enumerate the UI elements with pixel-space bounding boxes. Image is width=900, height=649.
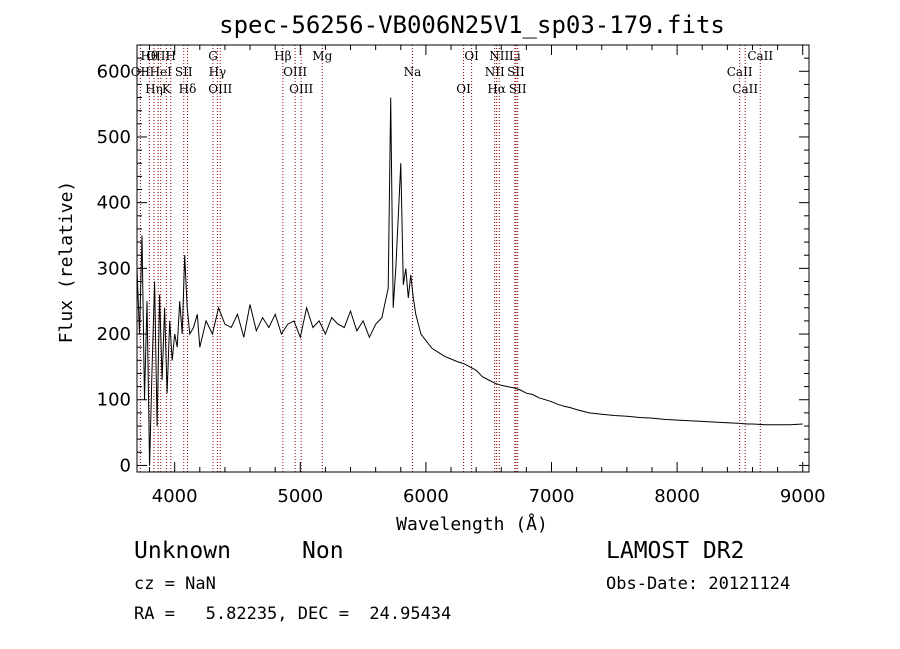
line-marker-label: OIII	[146, 49, 170, 63]
redshift-value: cz = NaN	[134, 574, 216, 594]
line-marker-label: OI	[464, 49, 479, 63]
x-tick-label: 6000	[403, 486, 449, 507]
y-tick-label: 600	[97, 61, 131, 82]
line-marker-label: Hβ	[274, 49, 291, 63]
x-tick-label: 4000	[152, 486, 198, 507]
x-tick-label: 8000	[654, 486, 700, 507]
emission-line-markers	[139, 45, 761, 472]
y-tick-label: 500	[97, 127, 131, 148]
line-marker-label: CaII	[732, 82, 758, 96]
line-marker-label: Hα	[487, 82, 506, 96]
y-tick-label: 100	[97, 390, 131, 411]
observation-date: Obs-Date: 20121124	[606, 574, 791, 594]
emission-line-labels: Hθ OII Hη OIII HeI K H SII Hδ G Hγ OIII Hβ OIII OIII Mg…	[131, 49, 774, 96]
y-tick-label: 400	[97, 193, 131, 214]
line-marker-label: Hθ	[140, 49, 158, 63]
x-tick-label: 9000	[780, 486, 826, 507]
y-tick-label: 200	[97, 324, 131, 345]
y-axis-label: Flux (relative)	[56, 181, 77, 344]
line-marker-label: G	[208, 49, 218, 63]
y-tick-label: 300	[97, 258, 131, 279]
line-marker-label: OIII	[289, 82, 313, 96]
spectrum-chart: spec-56256-VB006N25V1_sp03-179.fits HθOI…	[56, 11, 826, 535]
x-axis-ticks: 4000 5000 6000 7000 8000 9000	[149, 45, 826, 507]
line-marker-label: HeI	[150, 65, 173, 79]
sky-coordinates: RA = 5.82235, DEC = 24.95434	[134, 604, 452, 624]
plot-frame	[136, 44, 810, 473]
line-marker-label: SII	[507, 65, 525, 79]
line-marker-label: SII	[175, 65, 193, 79]
spectrum-line	[136, 97, 803, 466]
line-marker-label: Li	[509, 49, 521, 63]
line-marker-label: Hγ	[209, 65, 227, 79]
y-tick-label: 0	[120, 455, 131, 476]
line-marker-label: H	[166, 49, 176, 63]
line-marker-label: OI	[456, 82, 471, 96]
line-marker-label: CaII	[727, 65, 753, 79]
line-marker-label: Hη	[145, 82, 163, 96]
spectral-class: Unknown	[134, 538, 231, 564]
line-marker-label: Mg	[312, 49, 332, 63]
x-axis-label: Wavelength (Å)	[396, 513, 548, 535]
x-tick-label: 5000	[277, 486, 323, 507]
line-marker-label: NII	[485, 65, 505, 79]
line-marker-label: OIII	[208, 82, 232, 96]
spectral-subclass: Non	[302, 538, 344, 564]
line-marker-label: Hδ	[179, 82, 197, 96]
y-axis-ticks: 0 100 200 300 400 500 600	[97, 44, 809, 476]
chart-title: spec-56256-VB006N25V1_sp03-179.fits	[219, 11, 725, 39]
line-marker-label: Na	[404, 65, 422, 79]
x-tick-label: 7000	[529, 486, 575, 507]
line-marker-label: OII	[131, 65, 151, 79]
line-marker-label: CaII	[747, 49, 773, 63]
line-marker-label: OIII	[283, 65, 307, 79]
survey-name: LAMOST DR2	[606, 538, 745, 564]
line-marker-label: NII	[489, 49, 509, 63]
line-marker-label: SII	[509, 82, 527, 96]
line-marker-label: K	[162, 82, 172, 96]
